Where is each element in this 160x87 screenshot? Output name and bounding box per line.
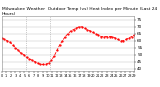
Text: Milwaukee Weather  Outdoor Temp (vs) Heat Index per Minute (Last 24 Hours): Milwaukee Weather Outdoor Temp (vs) Heat… — [2, 7, 157, 16]
